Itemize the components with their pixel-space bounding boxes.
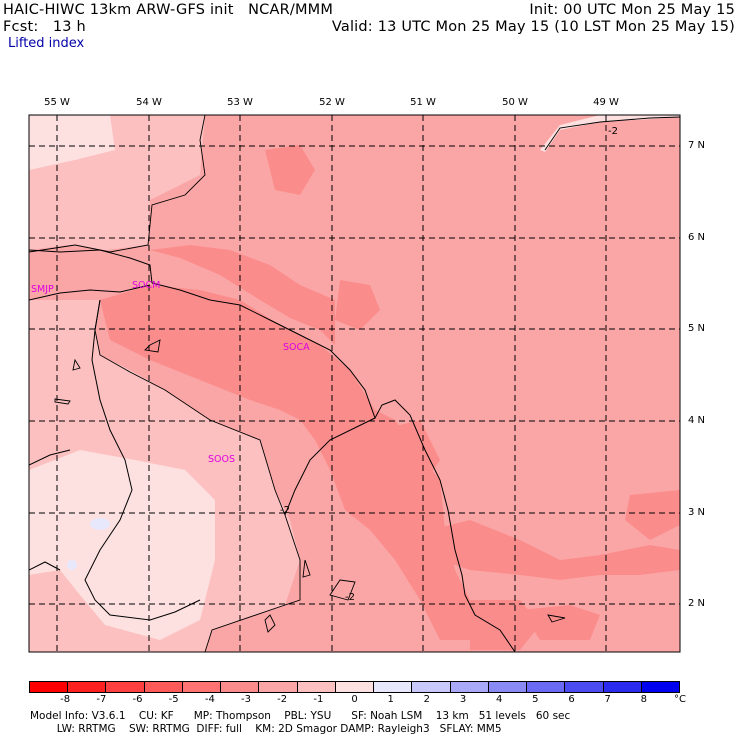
colorbar-tick-label: 6 (568, 694, 575, 705)
colorbar-tick-label: -4 (204, 694, 215, 705)
shade-dark-blob-7 (520, 605, 600, 640)
lat-label-2n: 2 N (688, 598, 706, 609)
shade-dark-blob-5 (625, 490, 680, 540)
colorbar-tick-label: -5 (168, 694, 179, 705)
colorbar-segment (334, 682, 374, 692)
lon-label-54w: 54 W (136, 97, 162, 108)
contour-label-2: -2 (280, 505, 290, 516)
shade-dark-blob-2 (335, 280, 380, 330)
lat-label-3n: 3 N (688, 507, 706, 518)
colorbar-segment (143, 682, 182, 692)
shade-positive-2 (67, 560, 77, 570)
colorbar-segment (487, 682, 527, 692)
colorbar-tick-label: 4 (495, 694, 503, 705)
shade-dark-blob-1 (265, 145, 315, 195)
lat-label-6n: 6 N (688, 232, 706, 243)
contour-label-1: -2 (608, 126, 618, 137)
station-socm: SOCM (132, 280, 160, 291)
colorbar-tick-label: -7 (96, 694, 107, 705)
contour-label-3: -2 (345, 592, 355, 603)
colorbar-tick-label: 2 (423, 694, 431, 705)
lon-label-53w: 53 W (227, 97, 253, 108)
colorbar-tick-label: -8 (60, 694, 71, 705)
colorbar-segment (449, 682, 488, 692)
colorbar-tick-label: -6 (132, 694, 143, 705)
colorbar-segment (373, 682, 412, 692)
colorbar-segment (105, 682, 144, 692)
colorbar-segment (526, 682, 565, 692)
colorbar-segment (564, 682, 603, 692)
shade-dark-blob-4 (430, 520, 680, 580)
lon-label-51w: 51 W (410, 97, 436, 108)
colorbar-segment (296, 682, 335, 692)
valid-time: Valid: 13 UTC Mon 25 May 15 (10 LST Mon … (331, 19, 735, 35)
station-soos: SOOS (208, 454, 235, 465)
colorbar-segment (220, 682, 259, 692)
colorbar-segment (30, 682, 68, 692)
shade-dark-blob-3 (380, 420, 440, 490)
colorbar-segment (67, 682, 106, 692)
shade-positive-1 (90, 518, 110, 530)
map-frame (28, 114, 681, 653)
model-info-line1: Model Info: V3.6.1 CU: KF MP: Thompson P… (30, 710, 571, 722)
forecast-hour: Fcst: 13 h (3, 19, 86, 35)
colorbar-tick-label: -2 (277, 694, 288, 705)
contours (29, 115, 680, 652)
graticule (29, 115, 680, 652)
station-soca: SOCA (283, 342, 310, 353)
colorbar-tick-label: 5 (532, 694, 539, 705)
lon-label-52w: 52 W (319, 97, 345, 108)
lat-label-7n: 7 N (688, 140, 706, 151)
colorbar-ticks: -8 -7 -6 -5 -4 -3 -2 -1 0 1 2 3 4 5 6 7 8 (0, 694, 740, 708)
lon-label-50w: 50 W (502, 97, 528, 108)
model-title: HAIC-HIWC 13km ARW-GFS init NCAR/MMM (3, 2, 334, 18)
model-info-line2: LW: RRTMG SW: RRTMG DIFF: full KM: 2D Sm… (30, 723, 502, 735)
lat-label-5n: 5 N (688, 323, 706, 334)
colorbar-segment (640, 682, 679, 692)
lon-label-49w: 49 W (593, 97, 619, 108)
boundaries (29, 249, 516, 652)
colorbar-tick-label: 8 (640, 694, 648, 705)
colorbar-segment (258, 682, 297, 692)
colorbar-segment (411, 682, 450, 692)
colorbar-tick-label: -1 (313, 694, 324, 705)
colorbar-segment (181, 682, 221, 692)
shade-verylight-south (29, 450, 215, 640)
colorbar-segment (602, 682, 641, 692)
colorbar (29, 681, 680, 693)
station-smjp: SMJP (31, 284, 54, 295)
init-time: Init: 00 UTC Mon 25 May 15 (529, 2, 735, 18)
colorbar-tick-label: 7 (604, 694, 611, 705)
colorbar-tick-label: 1 (387, 694, 394, 705)
colorbar-tick-label: 3 (459, 694, 467, 705)
lat-label-4n: 4 N (688, 415, 706, 426)
shade-verylight-ne (540, 115, 680, 152)
colorbar-tick-label: 0 (351, 694, 358, 705)
shade-dark-north (150, 245, 335, 345)
shade-verylight-west (29, 115, 115, 170)
field-name: Lifted index (8, 36, 85, 51)
shade-dark-coast (100, 285, 480, 640)
lon-label-55w: 55 W (44, 97, 70, 108)
colorbar-tick-label: -3 (241, 694, 251, 705)
colorbar-unit: °C (674, 694, 686, 705)
